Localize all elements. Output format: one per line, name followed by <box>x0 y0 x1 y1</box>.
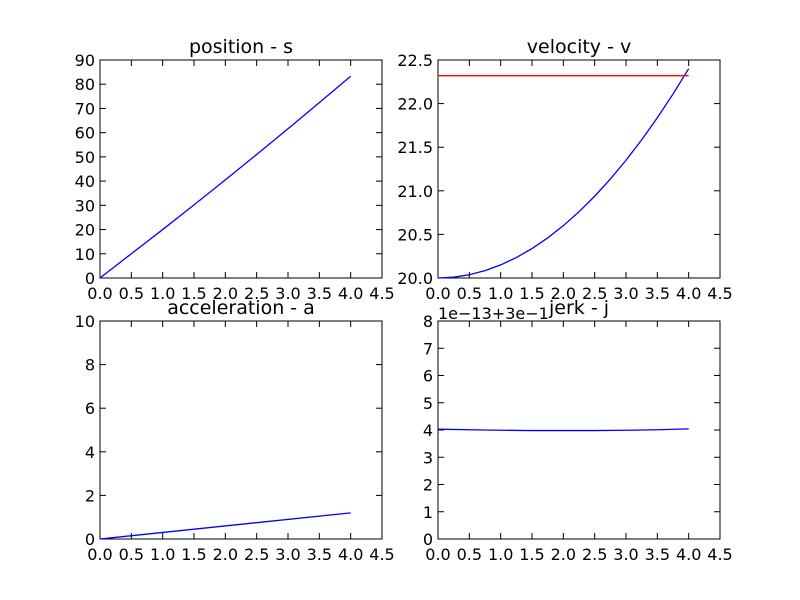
y-tick-label: 22.0 <box>397 95 433 114</box>
x-tick-label: 0.5 <box>457 545 482 564</box>
x-tick-label: 2.5 <box>582 284 607 303</box>
y-tick-label: 0 <box>423 530 433 549</box>
x-tick-label: 2.0 <box>213 284 238 303</box>
axes-frame <box>437 59 721 279</box>
y-tick-label: 22.5 <box>397 51 433 70</box>
y-tick-label: 4 <box>423 421 433 440</box>
x-tick-label: 0.5 <box>119 284 144 303</box>
series-line-0 <box>99 75 352 279</box>
chart-title: position - s <box>189 36 293 58</box>
y-tick-label: 6 <box>423 367 433 386</box>
x-tick-label: 4.5 <box>369 284 394 303</box>
y-tick-label: 5 <box>423 394 433 413</box>
x-tick-label: 2.0 <box>551 545 576 564</box>
x-tick-label: 2.5 <box>244 284 269 303</box>
y-tick-label: 20 <box>75 221 95 240</box>
y-tick-label: 50 <box>75 148 95 167</box>
y-tick-label: 3 <box>423 448 433 467</box>
x-tick-label: 4.5 <box>369 545 394 564</box>
x-tick-label: 3.5 <box>307 545 332 564</box>
x-tick-label: 3.5 <box>645 545 670 564</box>
subplot-2: 0.0 0.5 1.0 1.5 2.0 2.5 3.0 3.5 4.0 4.5 0 2 4 6 8 10 acc… <box>75 297 395 564</box>
y-tick-label: 80 <box>75 75 95 94</box>
y-tick-label: 6 <box>85 399 95 418</box>
x-tick-label: 3.0 <box>275 545 300 564</box>
x-tick-label: 4.0 <box>338 284 363 303</box>
x-tick-label: 2.0 <box>551 284 576 303</box>
x-tick-label: 4.5 <box>707 284 732 303</box>
y-tick-label: 0 <box>85 269 95 288</box>
y-offset-label: 1e−13+3e−1 <box>438 304 549 323</box>
x-tick-label: 3.5 <box>645 284 670 303</box>
y-tick-label: 40 <box>75 172 95 191</box>
x-tick-label: 0.0 <box>87 545 112 564</box>
y-tick-label: 90 <box>75 51 95 70</box>
series-line-0 <box>437 428 689 432</box>
y-tick-label: 8 <box>423 312 433 331</box>
series-line-0 <box>437 68 690 279</box>
axes-frame <box>99 320 383 540</box>
y-tick-label: 7 <box>423 339 433 358</box>
y-tick-label: 10 <box>75 312 95 331</box>
x-tick-label: 3.0 <box>275 284 300 303</box>
y-tick-label: 2 <box>423 476 433 495</box>
x-tick-label: 4.0 <box>338 545 363 564</box>
x-tick-label: 1.5 <box>181 545 206 564</box>
subplot-1: 0.0 0.5 1.0 1.5 2.0 2.5 3.0 3.5 4.0 4.5 20.0 20.5 21… <box>397 36 732 303</box>
x-tick-label: 0.5 <box>119 545 144 564</box>
x-tick-label: 3.0 <box>613 284 638 303</box>
y-tick-label: 21.0 <box>397 182 433 201</box>
series-line-0 <box>99 512 351 540</box>
x-tick-label: 0.0 <box>425 284 450 303</box>
x-tick-label: 1.0 <box>488 284 513 303</box>
y-tick-label: 2 <box>85 486 95 505</box>
chart-title: jerk - j <box>548 297 609 319</box>
y-tick-label: 8 <box>85 356 95 375</box>
chart-title: acceleration - a <box>167 297 315 319</box>
y-tick-label: 70 <box>75 99 95 118</box>
y-tick-label: 20.0 <box>397 269 433 288</box>
x-tick-label: 4.0 <box>676 284 701 303</box>
x-tick-label: 3.0 <box>613 545 638 564</box>
y-tick-label: 20.5 <box>397 225 433 244</box>
x-tick-label: 0.5 <box>457 284 482 303</box>
x-tick-label: 4.0 <box>676 545 701 564</box>
subplot-3: 0.0 0.5 1.0 1.5 2.0 2.5 3.0 3.5 4.0 4.5 0 1 2 3 4 5 6 7 8 j… <box>423 297 733 564</box>
x-tick-label: 2.5 <box>244 545 269 564</box>
x-tick-label: 4.5 <box>707 545 732 564</box>
x-tick-label: 1.5 <box>519 284 544 303</box>
x-tick-label: 1.5 <box>519 545 544 564</box>
y-tick-label: 60 <box>75 124 95 143</box>
x-tick-label: 0.0 <box>425 545 450 564</box>
subplot-0: 0.0 0.5 1.0 1.5 2.0 2.5 3.0 3.5 4.0 4.5 0 10 20 30 40 5… <box>75 36 395 303</box>
y-tick-label: 10 <box>75 245 95 264</box>
x-tick-label: 1.0 <box>488 545 513 564</box>
y-tick-label: 4 <box>85 443 95 462</box>
y-tick-label: 21.5 <box>397 138 433 157</box>
y-tick-label: 1 <box>423 503 433 522</box>
x-tick-label: 1.0 <box>150 545 175 564</box>
chart-title: velocity - v <box>527 36 631 58</box>
x-tick-label: 2.0 <box>213 545 238 564</box>
y-tick-label: 0 <box>85 530 95 549</box>
x-tick-label: 1.0 <box>150 284 175 303</box>
y-tick-label: 30 <box>75 196 95 215</box>
x-tick-label: 3.5 <box>307 284 332 303</box>
x-tick-label: 0.0 <box>87 284 112 303</box>
x-tick-label: 2.5 <box>582 545 607 564</box>
x-tick-label: 1.5 <box>181 284 206 303</box>
